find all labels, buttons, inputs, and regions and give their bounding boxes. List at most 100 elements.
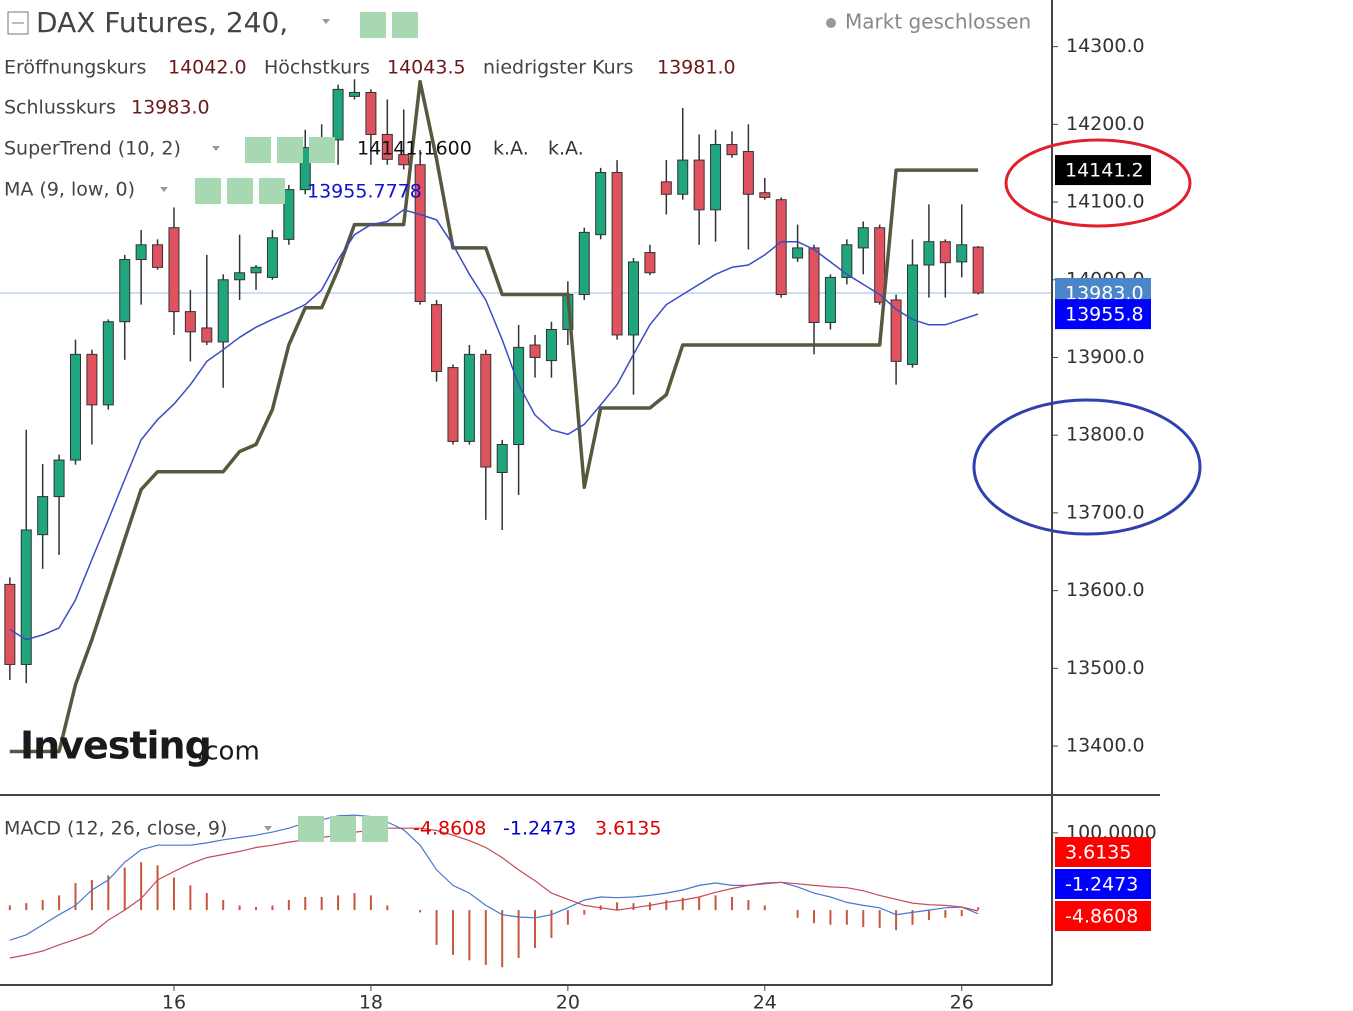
logo-brand: Investing xyxy=(20,724,211,768)
y-tick-label: 13700.0 xyxy=(1066,501,1145,523)
candle-body xyxy=(53,459,65,498)
x-tick-label: 26 xyxy=(950,992,974,1011)
legend-value: k.A. xyxy=(493,138,529,160)
x-tick-label: 18 xyxy=(359,992,383,1011)
legend-value: -1.2473 xyxy=(503,818,576,840)
legend-label: Eröffnungskurs xyxy=(4,57,146,79)
candle-body xyxy=(644,252,656,274)
candle-body xyxy=(20,529,32,665)
legend-value: 13955.7778 xyxy=(307,181,422,203)
legend-label: SuperTrend (10, 2) xyxy=(4,138,181,160)
eye-icon[interactable] xyxy=(245,137,271,163)
legend-value: 3.6135 xyxy=(595,818,661,840)
value-label-box xyxy=(1055,869,1151,899)
x-tick-label: 20 xyxy=(556,992,580,1011)
gear-icon[interactable] xyxy=(330,816,356,842)
close-icon[interactable] xyxy=(259,178,285,204)
title: DAX Futures, 240, xyxy=(36,6,288,39)
x-tick-label: 16 xyxy=(162,992,186,1011)
legend-value: 14141.1600 xyxy=(357,138,472,160)
y-tick-label: 13500.0 xyxy=(1066,657,1145,679)
y-tick-label: 13600.0 xyxy=(1066,579,1145,601)
candle-body xyxy=(677,159,689,195)
candle-body xyxy=(923,241,935,266)
gear-icon[interactable] xyxy=(277,137,303,163)
candle-body xyxy=(414,164,426,303)
value-label: 13983.0 xyxy=(1065,282,1144,304)
eye-icon[interactable] xyxy=(195,178,221,204)
legend-label: MACD (12, 26, close, 9) xyxy=(4,818,227,840)
candle-body xyxy=(365,91,377,135)
y-tick-label: 14200.0 xyxy=(1066,113,1145,135)
candle-body xyxy=(545,329,557,362)
candle-body xyxy=(906,264,918,365)
legend-value: 13981.0 xyxy=(657,57,736,79)
candle-body xyxy=(283,189,295,240)
candle-body xyxy=(693,159,705,211)
candle-body xyxy=(135,244,147,261)
dropdown-icon[interactable] xyxy=(322,19,330,24)
collapse-icon[interactable] xyxy=(7,11,29,35)
candle-body xyxy=(595,172,607,236)
candle-body xyxy=(266,237,278,278)
candle-body xyxy=(627,261,639,336)
candle-body xyxy=(234,272,246,281)
candle-body xyxy=(37,496,49,536)
value-label: 13955.8 xyxy=(1065,304,1144,326)
candle-body xyxy=(792,247,804,259)
dropdown-icon[interactable] xyxy=(160,187,168,192)
axis-labels: 13400.0 13500.0 13600.0 13700.0 13800.0 13900… xyxy=(162,35,1157,1011)
eye-icon[interactable] xyxy=(298,816,324,842)
candle-body xyxy=(431,304,443,372)
y-tick-label: 13900.0 xyxy=(1066,346,1145,368)
candle-body xyxy=(299,147,311,191)
gear-icon[interactable] xyxy=(392,12,418,38)
candle-body xyxy=(857,227,869,249)
candle-body xyxy=(398,154,410,166)
dropdown-icon[interactable] xyxy=(264,826,272,831)
candle-body xyxy=(250,266,262,274)
candle-body xyxy=(152,244,164,268)
legend-label: Schlusskurs xyxy=(4,97,116,119)
candle-body xyxy=(381,133,393,160)
candle-body xyxy=(759,192,771,198)
close-icon[interactable] xyxy=(309,137,335,163)
supertrend-line xyxy=(9,79,979,754)
legend-value: 14042.0 xyxy=(168,57,247,79)
candle-body xyxy=(611,172,623,336)
candle-body xyxy=(890,299,902,362)
legend-label: niedrigster Kurs xyxy=(483,57,633,79)
value-label-box xyxy=(1055,299,1151,330)
y-tick-label: 14100.0 xyxy=(1066,191,1145,213)
value-label-box xyxy=(1055,901,1151,931)
value-label-box xyxy=(1055,837,1151,867)
ma-line xyxy=(9,209,979,641)
candle-body xyxy=(775,199,787,296)
signal-line xyxy=(9,827,979,959)
candle-body xyxy=(824,276,836,324)
candle-body xyxy=(184,311,196,333)
legend-value: 13983.0 xyxy=(131,97,210,119)
gear-icon[interactable] xyxy=(227,178,253,204)
candle-body xyxy=(874,227,886,303)
market-status: Markt geschlossen xyxy=(845,10,1031,34)
candle-body xyxy=(726,144,738,156)
candle-body xyxy=(710,144,722,211)
candle-body xyxy=(217,279,229,343)
highlight-ellipse xyxy=(1004,138,1192,228)
eye-icon[interactable] xyxy=(360,12,386,38)
dropdown-icon[interactable] xyxy=(212,146,220,151)
legend-value: 14043.5 xyxy=(387,57,466,79)
y-tick-label: 14300.0 xyxy=(1066,35,1145,57)
candle-body xyxy=(86,353,98,406)
candle-body xyxy=(4,583,16,665)
candle-body xyxy=(332,88,344,141)
macd-line xyxy=(9,814,979,941)
value-label: -4.8608 xyxy=(1065,906,1138,928)
candle-body xyxy=(660,181,672,195)
candle-body xyxy=(841,244,853,278)
legend-value: k.A. xyxy=(548,138,584,160)
close-icon[interactable] xyxy=(362,816,388,842)
value-label: -1.2473 xyxy=(1065,874,1138,896)
